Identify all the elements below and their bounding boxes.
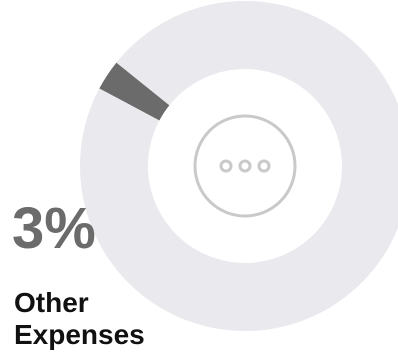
slice-percent-label: 3% xyxy=(12,196,96,261)
slice-other-expenses xyxy=(99,62,170,121)
slice-remainder xyxy=(80,1,398,331)
slice-category-label-line1: Other xyxy=(14,287,89,318)
more-dots-icon xyxy=(193,114,297,218)
slice-category-label-line2: Expenses xyxy=(14,319,145,350)
donut-slices xyxy=(80,1,398,331)
slice-category-label: Other Expenses xyxy=(14,287,214,351)
